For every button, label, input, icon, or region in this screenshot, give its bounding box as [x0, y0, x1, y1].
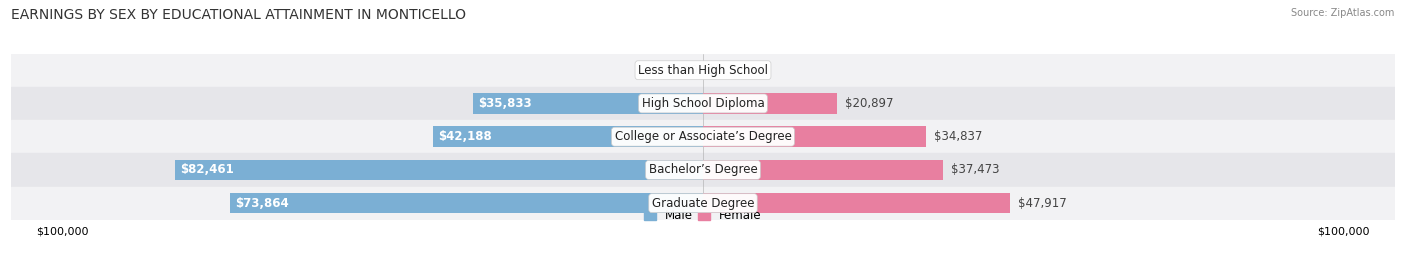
Bar: [11, 153, 1395, 187]
Text: $35,833: $35,833: [478, 97, 533, 110]
Text: $20,897: $20,897: [845, 97, 893, 110]
Bar: [174, 160, 703, 180]
Text: Graduate Degree: Graduate Degree: [652, 197, 754, 210]
Text: $42,188: $42,188: [437, 130, 492, 143]
Text: $82,461: $82,461: [180, 163, 233, 176]
Text: $73,864: $73,864: [235, 197, 288, 210]
Bar: [703, 193, 1010, 213]
Text: $0: $0: [683, 64, 697, 77]
Bar: [11, 120, 1395, 153]
Text: $37,473: $37,473: [950, 163, 1000, 176]
Bar: [703, 93, 837, 114]
Text: Less than High School: Less than High School: [638, 64, 768, 77]
Bar: [474, 93, 703, 114]
Bar: [703, 126, 927, 147]
Text: EARNINGS BY SEX BY EDUCATIONAL ATTAINMENT IN MONTICELLO: EARNINGS BY SEX BY EDUCATIONAL ATTAINMEN…: [11, 8, 467, 22]
Bar: [11, 54, 1395, 87]
Text: College or Associate’s Degree: College or Associate’s Degree: [614, 130, 792, 143]
Text: $47,917: $47,917: [1018, 197, 1066, 210]
Bar: [11, 87, 1395, 120]
Legend: Male, Female: Male, Female: [640, 205, 766, 227]
Text: $34,837: $34,837: [934, 130, 983, 143]
Bar: [11, 187, 1395, 220]
Text: High School Diploma: High School Diploma: [641, 97, 765, 110]
Text: Bachelor’s Degree: Bachelor’s Degree: [648, 163, 758, 176]
Bar: [433, 126, 703, 147]
Bar: [231, 193, 703, 213]
Text: Source: ZipAtlas.com: Source: ZipAtlas.com: [1291, 8, 1395, 18]
Bar: [703, 160, 943, 180]
Text: $0: $0: [709, 64, 723, 77]
